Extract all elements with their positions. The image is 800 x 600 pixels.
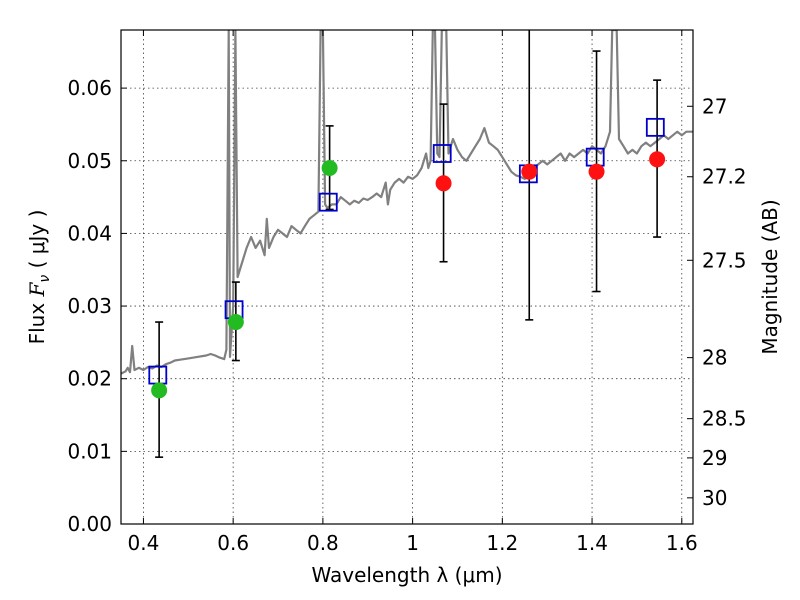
y-tick-label-2: 0.02 <box>67 367 112 391</box>
spectrum-line <box>121 30 693 375</box>
observed-point-0 <box>151 382 168 399</box>
y2-tick-label-6: 30 <box>702 486 727 510</box>
y-tick-label-5: 0.05 <box>67 149 112 173</box>
observed-point-6 <box>649 151 666 168</box>
observed-point-4 <box>521 163 538 180</box>
plot-frame <box>120 29 694 525</box>
grid-lines <box>121 30 693 524</box>
x-tick-label-4: 1.2 <box>486 531 518 555</box>
y2-tick-label-5: 29 <box>702 446 727 470</box>
x-tick-label-2: 0.8 <box>307 531 339 555</box>
y2-axis-label: Magnitude (AB) <box>758 199 782 354</box>
observed-point-3 <box>435 175 452 192</box>
x-tick-label-0: 0.4 <box>128 531 160 555</box>
observed-points <box>151 151 666 399</box>
error-bars <box>155 30 662 458</box>
y2-ticks: 27 27.2 27.5 28 28.5 29 30 <box>687 94 747 510</box>
y-tick-label-1: 0.01 <box>67 439 112 463</box>
y-tick-label-4: 0.04 <box>67 221 112 245</box>
y2-tick-label-0: 27 <box>702 94 727 118</box>
y-tick-label-3: 0.03 <box>67 294 112 318</box>
observed-point-2 <box>321 160 338 177</box>
y-tick-label-6: 0.06 <box>67 76 112 100</box>
y2-tick-label-4: 28.5 <box>702 407 747 431</box>
x-tick-label-3: 1 <box>406 531 419 555</box>
y2-tick-label-3: 28 <box>702 346 727 370</box>
observed-point-1 <box>227 314 244 331</box>
y-tick-label-0: 0.00 <box>67 512 112 536</box>
x-tick-label-6: 1.6 <box>666 531 698 555</box>
y2-tick-label-1: 27.2 <box>702 165 747 189</box>
x-tick-label-1: 0.6 <box>217 531 249 555</box>
x-axis-label: Wavelength λ (μm) <box>311 563 502 587</box>
plot-area <box>121 30 693 458</box>
x-ticks: 0.4 0.6 0.8 1 1.2 1.4 1.6 <box>128 30 698 555</box>
y2-tick-label-2: 27.5 <box>702 248 747 272</box>
model-point-6 <box>645 117 665 137</box>
observed-point-5 <box>588 163 605 180</box>
y-ticks: 0.00 0.01 0.02 0.03 0.04 0.05 0.06 <box>67 76 127 536</box>
x-tick-label-5: 1.4 <box>576 531 608 555</box>
model-point-2 <box>318 192 338 212</box>
model-point-3 <box>432 144 452 163</box>
y-axis-label: Flux Fν ( μJy ) <box>25 210 53 345</box>
